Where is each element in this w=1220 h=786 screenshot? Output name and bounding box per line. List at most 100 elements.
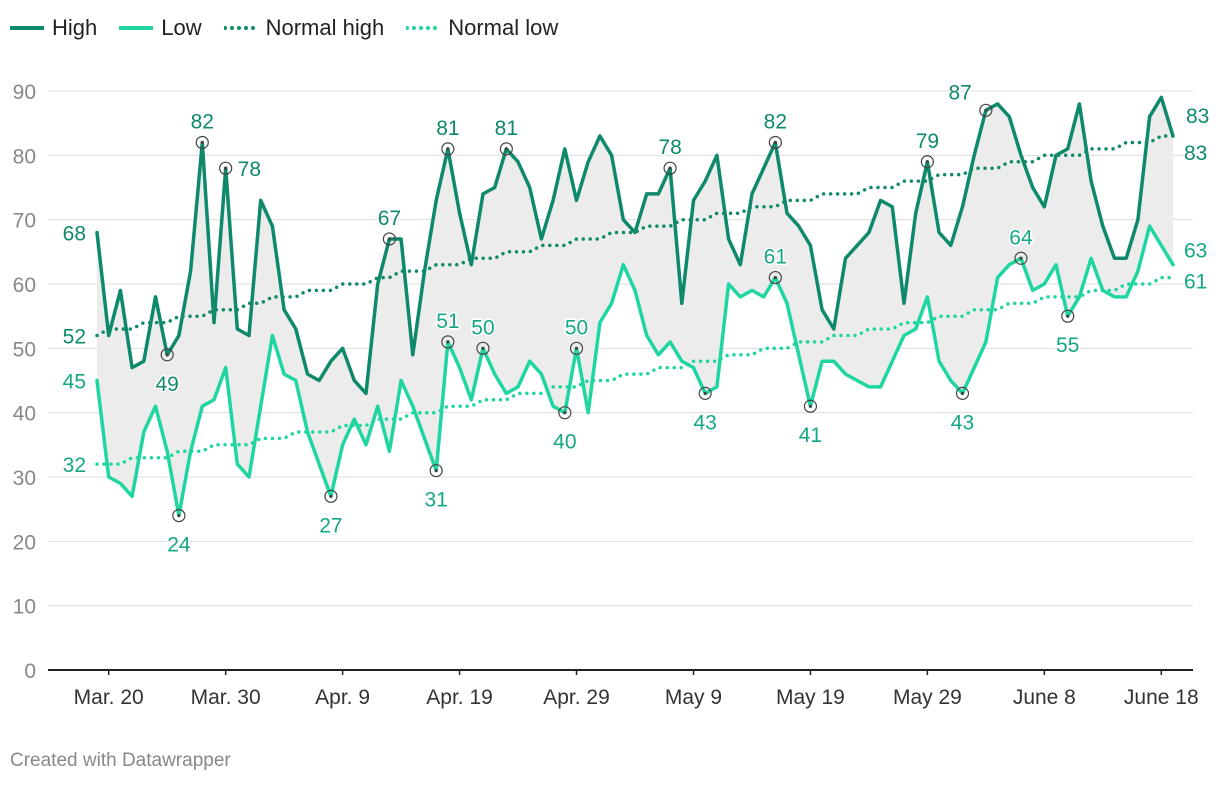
legend-label-low: Low <box>161 15 202 40</box>
annotation-marker <box>441 142 455 156</box>
y-tick-label: 40 <box>13 403 36 426</box>
annotation-marker <box>160 348 174 362</box>
annotation-label: 50 <box>471 316 494 339</box>
annotation-marker <box>382 232 396 246</box>
annotation-marker-dot <box>574 346 579 350</box>
legend-item-normal-high: Normal high <box>223 15 385 41</box>
annotation-label: 31 <box>424 489 447 512</box>
annotation-marker <box>1014 251 1028 265</box>
legend-item-normal-low: Normal low <box>406 15 558 41</box>
annotation-marker-dot <box>773 140 777 145</box>
annotation-label: 83 <box>1186 105 1209 128</box>
annotation-marker <box>569 341 584 355</box>
annotation-marker-dot <box>984 108 988 112</box>
annotation-marker <box>1061 309 1075 323</box>
annotation-marker <box>955 386 970 400</box>
annotation-marker-dot <box>563 411 567 415</box>
x-tick-label: May 29 <box>893 686 962 709</box>
x-tick-label: June 18 <box>1124 686 1199 709</box>
annotation-marker <box>698 386 712 400</box>
annotation-marker-dot <box>446 340 450 344</box>
annotation-label: 81 <box>495 117 518 140</box>
annotation-label: 83 <box>1184 142 1207 165</box>
annotation-markers <box>160 103 1075 523</box>
annotation-label: 79 <box>916 130 939 153</box>
legend-label-high: High <box>52 15 98 40</box>
y-tick-label: 90 <box>13 81 36 104</box>
annotation-label: 51 <box>436 310 459 333</box>
chart-legend: High Low Normal high Normal low <box>10 15 580 41</box>
x-tick-label: Apr. 29 <box>543 686 610 709</box>
annotation-label: 61 <box>1184 271 1207 294</box>
x-tick-label: June 8 <box>1013 686 1076 709</box>
annotation-label: 67 <box>378 207 401 230</box>
normal-high-line <box>95 134 1175 338</box>
annotation-marker-dot <box>224 166 228 170</box>
annotation-marker-dot <box>434 468 438 473</box>
annotation-label: 61 <box>764 246 787 269</box>
annotation-marker-dot <box>446 147 450 151</box>
annotation-marker-dot <box>177 514 181 518</box>
low-line <box>95 224 1175 518</box>
y-tick-label: 0 <box>24 660 36 683</box>
high-low-band <box>97 97 1173 516</box>
annotation-marker-dot <box>668 166 672 170</box>
annotation-label: 52 <box>63 325 86 348</box>
annotation-marker-dot <box>808 404 813 408</box>
annotation-marker <box>920 155 934 169</box>
annotation-label: 82 <box>191 110 214 133</box>
annotation-marker <box>172 508 186 523</box>
annotation-marker-dot <box>773 275 777 280</box>
annotation-marker <box>663 161 677 175</box>
legend-swatch-normal-high <box>223 26 258 30</box>
annotation-marker <box>768 270 782 285</box>
annotation-marker <box>803 399 818 413</box>
annotation-marker-dot <box>960 391 965 395</box>
annotation-marker <box>476 341 490 355</box>
annotation-marker-dot <box>703 391 707 395</box>
annotation-marker <box>219 161 233 175</box>
annotation-label: 82 <box>764 110 787 133</box>
annotation-label: 87 <box>949 81 972 104</box>
annotation-label: 81 <box>436 117 459 140</box>
x-tick-label: Mar. 30 <box>191 686 261 709</box>
x-tick-label: May 19 <box>776 686 845 709</box>
high-line <box>95 95 1175 396</box>
y-tick-label: 20 <box>13 531 36 554</box>
annotation-marker-dot <box>1019 256 1023 260</box>
legend-label-normal-low: Normal low <box>448 15 559 40</box>
legend-item-high: High <box>10 15 97 41</box>
annotation-marker <box>499 142 513 156</box>
y-tick-label: 80 <box>13 145 36 168</box>
legend-swatch-high <box>10 26 44 30</box>
annotation-label: 78 <box>658 136 681 159</box>
y-tick-label: 50 <box>13 338 36 361</box>
annotation-label: 43 <box>951 411 974 434</box>
axes: 0 10 20 30 40 50 60 70 80 90 Mar. 20 Mar. 30 Apr. 9 A… <box>13 81 1199 709</box>
annotation-marker <box>195 135 209 150</box>
annotation-label: 50 <box>565 316 588 339</box>
annotation-marker-dot <box>925 160 929 164</box>
y-tick-label: 30 <box>13 467 36 490</box>
legend-swatch-low <box>119 26 154 30</box>
legend-swatch-normal-low <box>406 26 441 30</box>
annotation-marker-dot <box>200 140 204 145</box>
y-tick-label: 10 <box>13 596 36 619</box>
x-tick-label: Apr. 19 <box>426 686 493 709</box>
annotation-label: 43 <box>693 411 716 434</box>
annotation-marker-dot <box>165 353 169 357</box>
annotation-label: 24 <box>167 534 191 557</box>
annotation-label: 64 <box>1009 226 1033 249</box>
x-tick-label: Mar. 20 <box>74 686 144 709</box>
legend-label-normal-high: Normal high <box>265 15 385 40</box>
annotation-label: 41 <box>799 424 822 447</box>
footer-credit: Created with Datawrapper <box>10 750 231 771</box>
x-tick-label: Apr. 9 <box>315 686 370 709</box>
annotation-marker <box>441 335 455 349</box>
annotation-marker-dot <box>387 237 391 241</box>
annotation-label: 78 <box>238 158 261 181</box>
annotation-marker <box>768 135 782 150</box>
annotation-marker <box>558 406 572 420</box>
annotation-label: 63 <box>1184 240 1207 263</box>
